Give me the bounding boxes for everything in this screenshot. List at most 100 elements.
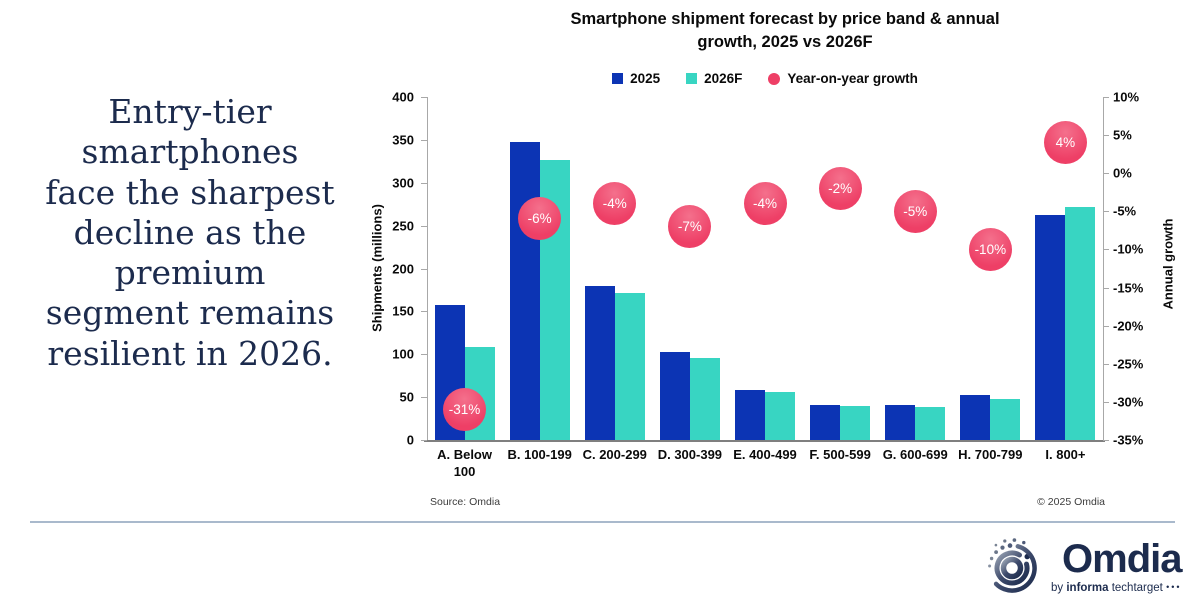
bar-2025-C bbox=[584, 285, 615, 440]
growth-tick-label: 0% bbox=[1113, 165, 1132, 181]
bar-2025-H bbox=[960, 394, 991, 440]
growth-bubble-H: -10% bbox=[968, 227, 1012, 271]
growth-tick-mark bbox=[1103, 173, 1109, 175]
growth-tick-mark bbox=[1103, 211, 1109, 213]
growth-tick-mark bbox=[1103, 249, 1109, 251]
legend-item-2: Year-on-year growth bbox=[768, 71, 918, 86]
bar-2025-G bbox=[885, 404, 916, 440]
legend-item-0: 2025 bbox=[612, 71, 660, 86]
headline-text: Entry-tier smartphones face the sharpest de… bbox=[45, 92, 335, 373]
shipments-tick-label: 150 bbox=[392, 303, 414, 319]
legend-label: Year-on-year growth bbox=[787, 71, 918, 86]
category-label-D: D. 300-399 bbox=[657, 447, 723, 462]
shipments-tick-mark bbox=[421, 397, 427, 399]
shipments-tick-mark bbox=[421, 268, 427, 270]
category-label-F: F. 500-599 bbox=[809, 447, 871, 462]
bar-2025-D bbox=[659, 351, 690, 440]
bar-2026F-G bbox=[915, 406, 946, 440]
category-label-H: H. 700-799 bbox=[958, 447, 1023, 462]
bar-2026F-H bbox=[990, 398, 1021, 440]
bar-2025-E bbox=[735, 390, 765, 440]
growth-tick-label: -20% bbox=[1113, 318, 1144, 334]
legend-label: 2025 bbox=[630, 71, 661, 86]
copyright-note: © 2025 Omdia bbox=[1037, 496, 1105, 508]
bar-2026F-F bbox=[840, 405, 871, 440]
shipments-tick-mark bbox=[421, 97, 427, 98]
omdia-logo: Omdia by informa techtarget ••• bbox=[984, 534, 1183, 598]
bar-2026F-I bbox=[1065, 206, 1096, 440]
shipments-tick-mark bbox=[421, 354, 427, 356]
shipments-tick-label: 0 bbox=[406, 432, 414, 448]
growth-bubble-D: -7% bbox=[668, 205, 712, 249]
growth-tick-mark bbox=[1103, 440, 1109, 441]
right-axis-line bbox=[1103, 97, 1104, 440]
growth-tick-label: -15% bbox=[1113, 280, 1144, 296]
shipments-tick-mark bbox=[421, 311, 427, 313]
growth-tick-label: -30% bbox=[1113, 394, 1144, 410]
omdia-logo-icon bbox=[988, 538, 1037, 593]
shipments-tick-mark bbox=[421, 139, 427, 141]
growth-tick-mark bbox=[1103, 97, 1109, 98]
shipments-tick-label: 100 bbox=[392, 346, 414, 362]
legend-item-1: 2026F bbox=[686, 71, 742, 86]
shipments-tick-label: 300 bbox=[392, 175, 414, 191]
right-axis-title: Annual growth bbox=[1160, 218, 1176, 310]
legend-swatch-square bbox=[686, 73, 698, 84]
growth-tick-mark bbox=[1103, 135, 1109, 137]
legend-swatch-square bbox=[612, 73, 624, 84]
omdia-logo-text: Omdia by informa techtarget ••• bbox=[1051, 536, 1183, 594]
x-axis-line bbox=[424, 440, 1105, 442]
growth-tick-label: 10% bbox=[1113, 89, 1140, 105]
legend-swatch-circle bbox=[768, 72, 781, 85]
chart-legend: 2025 2026F Year-on-year growth bbox=[427, 71, 1103, 86]
growth-tick-mark bbox=[1103, 287, 1109, 289]
chart-title: Smartphone shipment forecast by price ba… bbox=[570, 10, 1000, 51]
footer-divider bbox=[30, 521, 1175, 523]
bar-2026F-D bbox=[689, 357, 720, 440]
growth-tick-label: -10% bbox=[1113, 241, 1144, 257]
growth-tick-label: 5% bbox=[1113, 127, 1132, 143]
shipments-tick-label: 50 bbox=[399, 389, 414, 405]
tagline-by: by bbox=[1051, 581, 1067, 594]
shipments-tick-mark bbox=[421, 440, 427, 441]
omdia-wordmark: Omdia bbox=[1062, 536, 1182, 581]
growth-bubble-B: -6% bbox=[518, 197, 562, 241]
growth-tick-mark bbox=[1103, 325, 1109, 327]
growth-bubble-A: -31% bbox=[443, 388, 487, 431]
growth-tick-label: -5% bbox=[1113, 203, 1137, 219]
shipments-tick-label: 350 bbox=[392, 132, 414, 148]
shipments-tick-mark bbox=[421, 182, 427, 184]
growth-tick-mark bbox=[1103, 401, 1109, 403]
bar-2025-I bbox=[1035, 215, 1066, 440]
shipments-tick-mark bbox=[421, 225, 427, 227]
tagline-dots: ••• bbox=[1166, 581, 1182, 592]
category-label-C: C. 200-299 bbox=[582, 447, 647, 462]
category-label-I: I. 800+ bbox=[1045, 447, 1086, 462]
growth-bubble-C: -4% bbox=[593, 182, 637, 226]
growth-bubble-F: -2% bbox=[818, 166, 862, 210]
omdia-tagline: by informa techtarget ••• bbox=[1051, 582, 1182, 594]
growth-bubble-E: -4% bbox=[743, 182, 787, 226]
tagline-informa: informa bbox=[1066, 581, 1109, 594]
tagline-techtarget: techtarget bbox=[1108, 581, 1163, 594]
growth-tick-mark bbox=[1103, 363, 1109, 365]
bar-2025-F bbox=[810, 404, 841, 440]
growth-bubble-I: 4% bbox=[1043, 121, 1087, 165]
bar-2026F-C bbox=[614, 292, 645, 440]
category-label-G: G. 600-699 bbox=[882, 447, 948, 462]
bar-2026F-E bbox=[765, 391, 795, 440]
shipments-tick-label: 400 bbox=[392, 89, 414, 105]
category-label-E: E. 400-499 bbox=[733, 447, 797, 462]
legend-label: 2026F bbox=[704, 71, 743, 86]
category-label-A: A. Below 100 bbox=[437, 447, 492, 479]
shipments-tick-label: 200 bbox=[392, 261, 414, 276]
growth-tick-label: -25% bbox=[1113, 356, 1144, 372]
bar-2025-B bbox=[509, 142, 540, 440]
growth-bubble-G: -5% bbox=[893, 189, 937, 233]
growth-tick-label: -35% bbox=[1113, 432, 1144, 448]
left-axis-line bbox=[427, 97, 428, 440]
shipments-tick-label: 250 bbox=[392, 218, 414, 234]
category-label-B: B. 100-199 bbox=[507, 447, 572, 462]
source-note: Source: Omdia bbox=[430, 496, 501, 508]
